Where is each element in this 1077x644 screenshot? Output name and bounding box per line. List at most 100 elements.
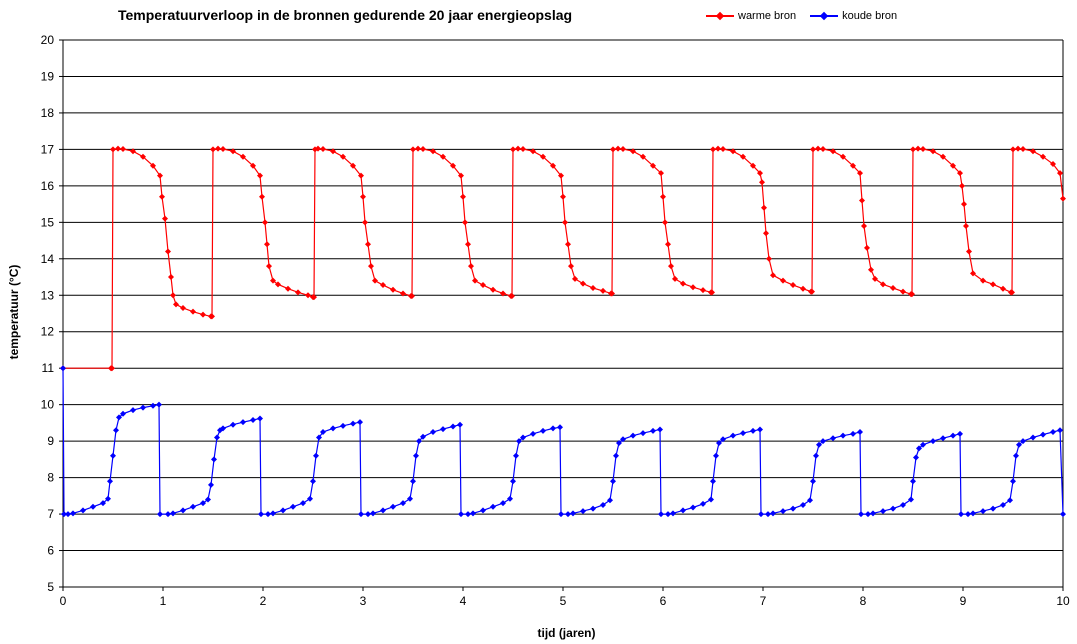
y-tick-label-12: 17 (41, 142, 55, 156)
series-point-warme-bron-9 (157, 172, 163, 179)
series-point-warme-bron-5 (120, 146, 126, 153)
series-point-warme-bron-59 (430, 148, 436, 155)
series-point-warme-bron-126 (820, 146, 826, 153)
series-point-warme-bron-34 (285, 285, 291, 292)
series-point-warme-bron-53 (400, 290, 406, 297)
series-point-koude-bron-143 (1000, 501, 1006, 508)
series-point-warme-bron-129 (850, 162, 856, 169)
series-point-koude-bron-136 (950, 432, 956, 439)
series-point-warme-bron-22 (215, 145, 221, 152)
series-point-warme-bron-140 (909, 291, 915, 298)
series-point-warme-bron-43 (340, 153, 346, 160)
series-point-warme-bron-69 (490, 286, 496, 293)
series-point-warme-bron-109 (720, 146, 726, 153)
series-point-warme-bron-119 (780, 277, 786, 284)
x-tick-label-0: 0 (60, 594, 67, 608)
series-point-koude-bron-97 (690, 504, 696, 511)
series-point-warme-bron-17 (190, 308, 196, 315)
series-point-koude-bron-1 (61, 511, 67, 518)
series-point-koude-bron-90 (640, 430, 646, 437)
series-point-warme-bron-67 (472, 277, 478, 284)
series-point-warme-bron-86 (590, 284, 596, 291)
legend-swatch-koude-bron (810, 11, 839, 21)
series-point-warme-bron-92 (620, 146, 626, 153)
series-point-koude-bron-82 (590, 505, 596, 512)
series-point-koude-bron-39 (307, 495, 313, 502)
series-point-koude-bron-72 (516, 438, 522, 445)
series-point-koude-bron-130 (910, 478, 916, 485)
y-tick-label-3: 8 (47, 471, 54, 485)
series-point-warme-bron-61 (450, 162, 456, 169)
series-point-warme-bron-104 (700, 287, 706, 294)
series-point-warme-bron-68 (480, 282, 486, 289)
series-point-koude-bron-25 (211, 456, 217, 463)
series-point-warme-bron-28 (259, 193, 265, 200)
series-point-koude-bron-42 (316, 434, 322, 441)
series-point-warme-bron-55 (409, 292, 415, 299)
legend-label-warme-bron: warme bron (738, 10, 797, 22)
y-tick-label-15: 20 (41, 33, 55, 47)
series-point-warme-bron-29 (262, 219, 268, 226)
series-point-warme-bron-74 (515, 145, 521, 152)
series-point-koude-bron-69 (507, 495, 513, 502)
series-point-koude-bron-14 (140, 404, 146, 411)
series-point-koude-bron-22 (200, 500, 206, 507)
y-tick-label-0: 5 (47, 580, 54, 594)
series-point-warme-bron-84 (572, 275, 578, 282)
x-tick-label-5: 5 (560, 594, 567, 608)
series-point-koude-bron-120 (840, 432, 846, 439)
series-point-warme-bron-82 (565, 241, 571, 248)
series-point-warme-bron-16 (180, 305, 186, 312)
series-point-koude-bron-24 (208, 481, 214, 488)
series-point-warme-bron-85 (580, 280, 586, 287)
series-point-warme-bron-90 (610, 146, 616, 153)
series-point-koude-bron-152 (1057, 427, 1063, 434)
series-point-koude-bron-49 (365, 511, 371, 518)
series-point-warme-bron-41 (320, 146, 326, 153)
series-point-koude-bron-132 (916, 445, 922, 452)
y-tick-label-9: 14 (41, 252, 55, 266)
series-point-koude-bron-121 (850, 430, 856, 437)
x-tick-label-3: 3 (360, 594, 367, 608)
series-point-warme-bron-14 (170, 292, 176, 299)
series-point-koude-bron-127 (890, 505, 896, 512)
series-point-warme-bron-60 (440, 153, 446, 160)
series-point-warme-bron-132 (861, 222, 867, 229)
series-point-koude-bron-88 (620, 436, 626, 443)
x-tick-label-6: 6 (660, 594, 667, 608)
series-point-koude-bron-9 (110, 452, 116, 459)
series-point-warme-bron-110 (730, 148, 736, 155)
series-point-koude-bron-46 (350, 420, 356, 427)
y-tick-label-1: 6 (47, 544, 54, 558)
series-line-warme-bron (63, 148, 1064, 369)
series-point-warme-bron-15 (173, 301, 179, 308)
y-tick-label-4: 9 (47, 434, 54, 448)
series-point-warme-bron-25 (240, 153, 246, 160)
series-point-warme-bron-125 (815, 145, 821, 152)
series-point-warme-bron-148 (959, 182, 965, 189)
series-point-warme-bron-48 (365, 241, 371, 248)
series-point-warme-bron-45 (358, 172, 364, 179)
series-point-warme-bron-146 (950, 162, 956, 169)
series-point-koude-bron-77 (557, 424, 563, 431)
series-point-koude-bron-26 (214, 434, 220, 441)
series-point-warme-bron-143 (920, 146, 926, 153)
series-point-warme-bron-10 (159, 193, 165, 200)
series-point-koude-bron-118 (820, 438, 826, 445)
series-point-warme-bron-42 (330, 148, 336, 155)
series-point-warme-bron-62 (458, 172, 464, 179)
series-point-warme-bron-116 (763, 230, 769, 237)
series-point-warme-bron-154 (990, 281, 996, 288)
y-tick-label-6: 11 (42, 361, 55, 375)
series-point-koude-bron-45 (340, 422, 346, 429)
legend: warme bron koude bron (706, 10, 897, 22)
series-point-koude-bron-53 (400, 500, 406, 507)
series-point-warme-bron-141 (910, 146, 916, 153)
series-point-koude-bron-110 (770, 510, 776, 517)
series-point-warme-bron-108 (715, 145, 721, 152)
series-point-warme-bron-153 (980, 277, 986, 284)
series-point-warme-bron-89 (609, 290, 615, 297)
series-point-warme-bron-77 (540, 153, 546, 160)
